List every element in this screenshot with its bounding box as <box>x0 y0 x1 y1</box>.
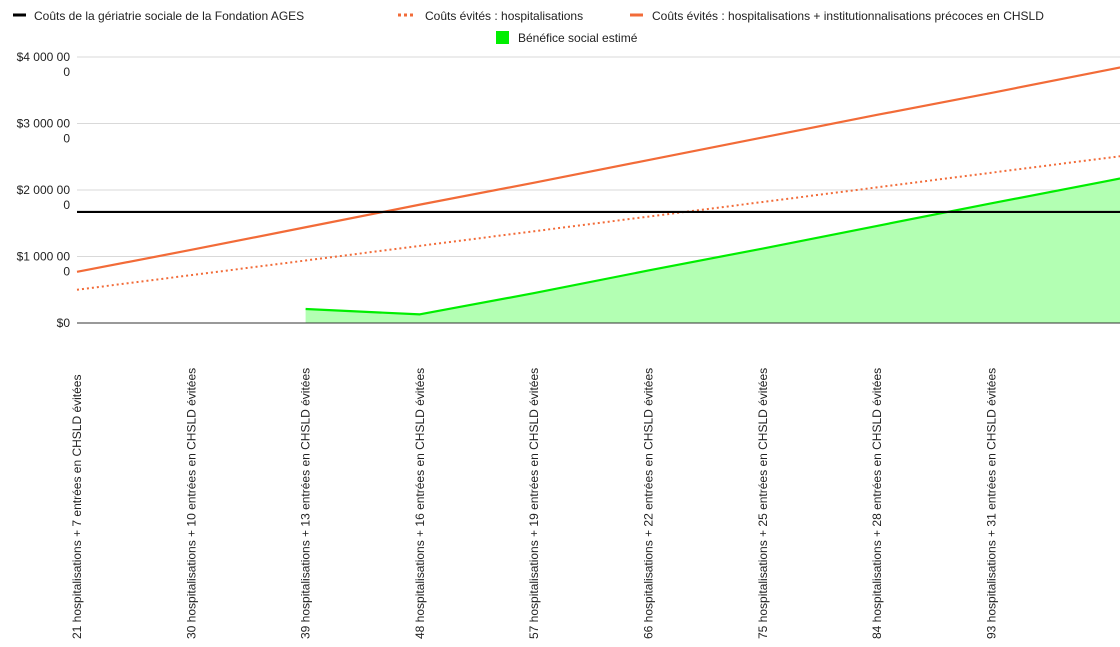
data-point <box>418 244 422 248</box>
data-point <box>418 203 422 207</box>
y-tick-label: $0 <box>57 316 71 330</box>
data-point <box>304 225 308 229</box>
legend-item-fondation-costs[interactable]: Coûts de la gériatrie sociale de la Fond… <box>13 9 304 23</box>
data-point <box>532 181 536 185</box>
data-point <box>761 210 765 214</box>
legend-item-social-benefit[interactable]: Bénéfice social estimé <box>496 31 638 45</box>
data-point <box>647 158 651 162</box>
data-point <box>875 185 879 189</box>
legend-swatch-social-benefit <box>496 31 509 44</box>
data-point <box>189 248 193 252</box>
y-tick-label-continued: 0 <box>63 198 70 212</box>
legend-swatch-hospitalisations-dot-1 <box>398 13 401 17</box>
data-point <box>1104 210 1108 214</box>
x-tick-label: 84 hospitalisations + 28 entrées en CHSL… <box>870 368 884 639</box>
x-tick-label: 48 hospitalisations + 16 entrées en CHSL… <box>413 368 427 639</box>
x-tick-label: 57 hospitalisations + 19 entrées en CHSL… <box>527 368 541 639</box>
legend-label-social-benefit: Bénéfice social estimé <box>518 31 638 45</box>
data-point <box>189 273 193 277</box>
data-point <box>647 215 651 219</box>
y-tick-label: $2 000 00 <box>17 183 71 197</box>
data-point <box>418 210 422 214</box>
data-point <box>189 210 193 214</box>
data-point <box>1104 156 1108 160</box>
series-line-3[interactable] <box>305 159 1120 316</box>
x-tick-label: 66 hospitalisations + 22 entrées en CHSL… <box>642 368 656 639</box>
data-point <box>989 201 993 205</box>
legend-swatch-hospitalisations-dot-3 <box>410 13 413 17</box>
data-point <box>989 91 993 95</box>
x-tick-label: 39 hospitalisations + 13 entrées en CHSL… <box>299 368 313 639</box>
legend-item-hospitalisations[interactable]: Coûts évités : hospitalisations <box>398 9 583 23</box>
y-axis: $0$1 000 000$2 000 000$3 000 000$4 000 0… <box>17 50 71 330</box>
x-tick-label: 75 hospitalisations + 25 entrées en CHSL… <box>756 368 770 639</box>
x-axis: 21 hospitalisations + 7 entrées en CHSLD… <box>70 322 1120 640</box>
data-point <box>761 247 765 251</box>
data-point <box>989 171 993 175</box>
data-point <box>75 288 79 292</box>
y-tick-label: $4 000 00 <box>17 50 71 64</box>
data-point <box>532 291 536 295</box>
data-point <box>875 113 879 117</box>
data-point <box>647 210 651 214</box>
data-point <box>989 210 993 214</box>
legend: Coûts de la gériatrie sociale de la Fond… <box>13 9 1044 45</box>
y-tick-label-continued: 0 <box>63 132 70 146</box>
y-tick-label: $1 000 00 <box>17 250 71 264</box>
data-point <box>1104 68 1108 72</box>
x-tick-label: 21 hospitalisations + 7 entrées en CHSLD… <box>70 375 84 640</box>
series-area-social-benefit <box>305 178 1120 323</box>
legend-label-hospitalisations-chsld: Coûts évités : hospitalisations + instit… <box>652 9 1044 23</box>
data-point <box>304 210 308 214</box>
legend-swatch-hospitalisations-chsld <box>630 13 643 17</box>
legend-label-fondation-costs: Coûts de la gériatrie sociale de la Fond… <box>34 9 304 23</box>
data-point <box>418 312 422 316</box>
x-tick-label: 93 hospitalisations + 31 entrées en CHSL… <box>984 368 998 639</box>
data-point <box>532 229 536 233</box>
data-point <box>1104 179 1108 183</box>
data-point <box>761 200 765 204</box>
data-point <box>304 258 308 262</box>
x-tick-label: 30 hospitalisations + 10 entrées en CHSL… <box>184 368 198 639</box>
y-tick-label: $3 000 00 <box>17 117 71 131</box>
legend-swatch-fondation-costs <box>13 13 26 17</box>
data-point <box>647 268 651 272</box>
legend-label-hospitalisations: Coûts évités : hospitalisations <box>425 9 583 23</box>
series-line-2[interactable] <box>76 48 1120 273</box>
legend-swatch-hospitalisations-dot-2 <box>404 13 407 17</box>
legend-item-hospitalisations-chsld[interactable]: Coûts évités : hospitalisations + instit… <box>630 9 1044 23</box>
data-point <box>532 210 536 214</box>
data-point <box>75 270 79 274</box>
data-point <box>875 224 879 228</box>
plot-area <box>75 48 1120 323</box>
y-tick-label-continued: 0 <box>63 265 70 279</box>
data-point <box>304 307 308 311</box>
data-point <box>875 210 879 214</box>
y-tick-label-continued: 0 <box>63 65 70 79</box>
data-point <box>761 135 765 139</box>
series-line-1[interactable] <box>76 143 1120 291</box>
data-point <box>75 210 79 214</box>
